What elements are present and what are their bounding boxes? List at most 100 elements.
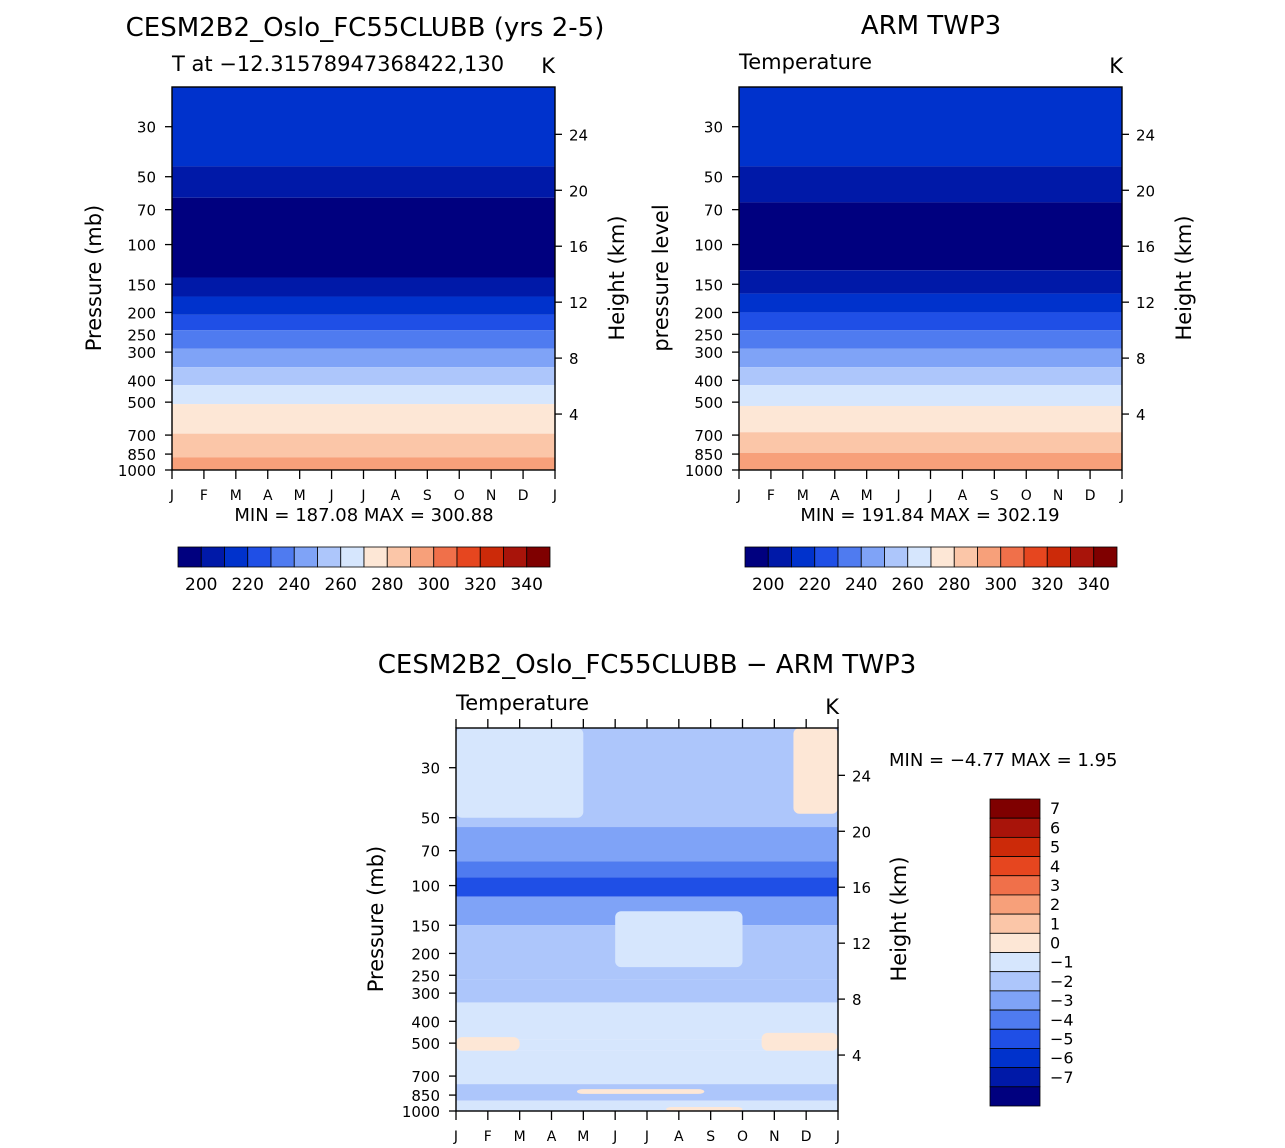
diff-colorbar-swatch [989,1009,1041,1030]
obs-month-tick-label: J [927,488,932,504]
diff-contour-patch [456,1037,520,1051]
model-panel: CESM2B2_Oslo_FC55CLUBB (yrs 2-5) T at −1… [82,13,629,595]
diff-units: K [825,695,840,719]
obs-height-tick-label: 24 [1136,126,1155,144]
obs-contour-band [739,452,1122,470]
obs-colorbar-swatch [953,546,978,568]
diff-contour-patch [615,911,743,968]
obs-units: K [1109,54,1124,78]
model-units: K [541,54,556,78]
diff-month-tick-label: J [644,1129,649,1145]
diff-colorbar-label: 0 [1050,934,1060,953]
diff-month-tick-label: N [769,1129,779,1145]
obs-contour-band [739,166,1122,203]
diff-y-label: Pressure (mb) [364,846,388,993]
obs-colorbar-swatch [1000,546,1025,568]
diff-pressure-tick-label: 1000 [402,1103,440,1121]
obs-month-tick-label: A [830,488,840,504]
model-height-tick-label: 16 [569,238,588,256]
obs-colorbar-swatch [767,546,792,568]
obs-month-tick-label: J [896,488,901,504]
obs-y-label: pressure level [649,204,673,351]
diff-colorbar-label: 5 [1050,838,1060,857]
obs-contour-band [739,312,1122,331]
model-colorbar-label: 220 [232,575,264,595]
obs-colorbar-swatch [837,546,862,568]
diff-pressure-tick-label: 400 [411,1013,440,1031]
diff-colorbar-swatch [989,1086,1041,1107]
obs-colorbar-label: 320 [1031,575,1063,595]
obs-pressure-tick-label: 100 [694,237,723,255]
model-colorbar: 200 220 240 260 280 300 320 340 [177,546,551,595]
diff-colorbar-label: −6 [1050,1049,1074,1068]
model-month-tick-label: J [329,488,334,504]
diff-contour-band [456,1100,838,1111]
model-colorbar-swatch [293,546,318,568]
obs-contour-band [739,202,1122,271]
diff-pressure-tick-label: 70 [421,843,440,861]
obs-contour-band [739,348,1122,368]
diff-stats: MIN = −4.77 MAX = 1.95 [889,750,1118,771]
diff-contour-patch [456,728,584,818]
diff-month-tick-label: D [801,1129,812,1145]
obs-colorbar-swatch [744,546,769,568]
diff-colorbar-label: 7 [1050,799,1060,818]
obs-y-label-right: Height (km) [1172,215,1196,340]
diff-colorbar-swatch [989,894,1041,915]
obs-colorbar-label: 280 [938,575,970,595]
obs-month-tick-label: M [861,488,873,504]
model-colorbar-label: 280 [371,575,403,595]
diff-colorbar-swatch [989,913,1041,934]
diff-panel: CESM2B2_Oslo_FC55CLUBB − ARM TWP3 Temper… [364,650,1118,1145]
model-contour-band [172,197,555,278]
obs-height-tick-label: 8 [1136,350,1146,368]
model-contour-band [172,277,555,297]
obs-colorbar-label: 220 [799,575,831,595]
obs-colorbar-swatch [907,546,932,568]
obs-pressure-tick-label: 400 [694,372,723,390]
model-pressure-tick-label: 500 [127,394,156,412]
model-height-tick-label: 4 [569,406,579,424]
model-colorbar-swatch [363,546,388,568]
diff-contour-patch [793,728,838,814]
obs-pressure-tick-label: 30 [704,119,723,137]
diff-pressure-tick-label: 200 [411,945,440,963]
model-contour-band [172,330,555,349]
model-contour-band [172,367,555,386]
obs-height-tick-label: 20 [1136,182,1155,200]
obs-month-tick-label: A [958,488,968,504]
model-colorbar-label: 260 [325,575,357,595]
diff-month-tick-label: O [737,1129,748,1145]
diff-colorbar-label: 3 [1050,876,1060,895]
diff-month-tick-label: F [484,1129,492,1145]
model-pressure-tick-label: 200 [127,304,156,322]
obs-colorbar-swatch [930,546,955,568]
model-colorbar-swatch [340,546,365,568]
model-month-tick-label: M [230,488,242,504]
obs-height-tick-label: 4 [1136,406,1146,424]
model-contour-band [172,166,555,198]
model-colorbar-swatch [433,546,458,568]
obs-colorbar-swatch [1093,546,1118,568]
model-title: CESM2B2_Oslo_FC55CLUBB (yrs 2-5) [126,13,605,43]
obs-pressure-tick-label: 1000 [685,462,723,480]
diff-month-tick-label: J [835,1129,840,1145]
model-height-tick-label: 12 [569,294,588,312]
diff-colorbar-swatch [989,952,1041,973]
diff-colorbar-swatch [989,875,1041,896]
obs-contour-band [739,87,1122,167]
diff-colorbar-label: −5 [1050,1029,1074,1048]
model-pressure-tick-label: 850 [127,446,156,464]
diff-month-tick-label: S [706,1129,715,1145]
obs-colorbar-swatch [884,546,909,568]
obs-month-tick-label: M [797,488,809,504]
obs-colorbar-label: 300 [985,575,1017,595]
obs-pressure-tick-label: 700 [694,427,723,445]
model-pressure-tick-label: 250 [127,326,156,344]
model-colorbar-label: 300 [418,575,450,595]
model-colorbar-label: 240 [278,575,310,595]
diff-contour-band [456,877,838,897]
